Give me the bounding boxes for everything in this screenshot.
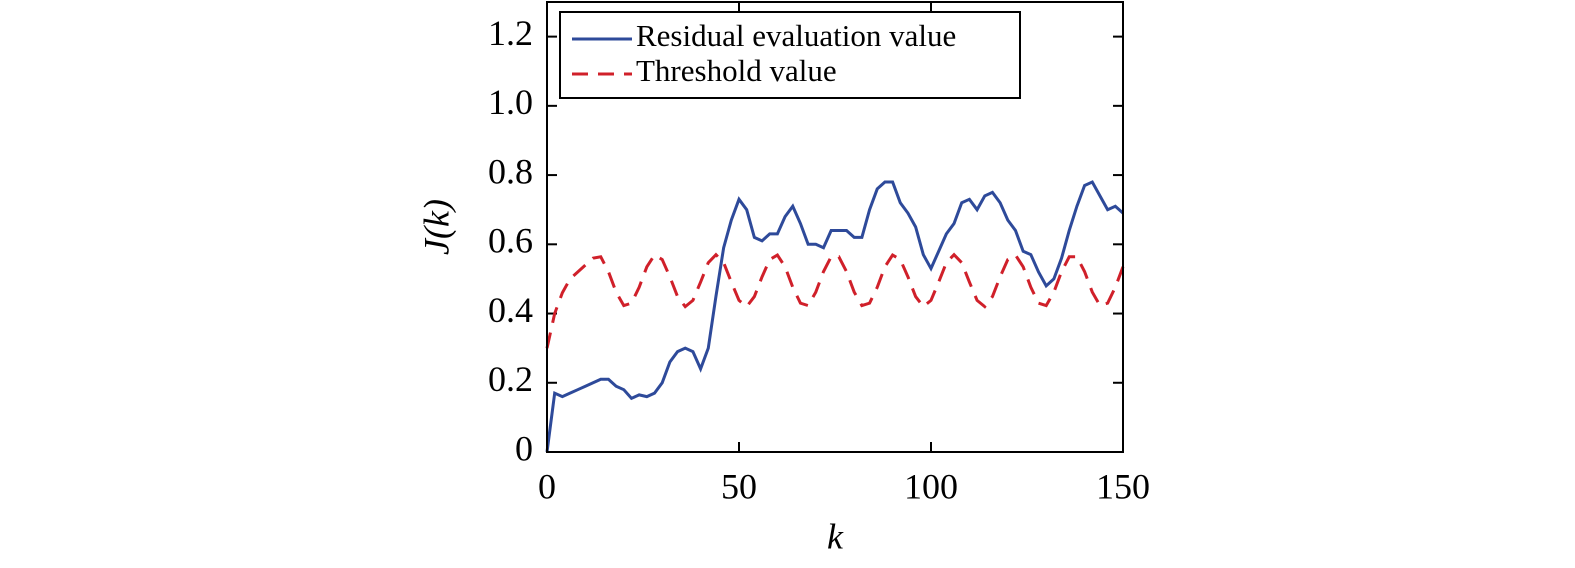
y-tick-label: 1.2 — [488, 13, 533, 53]
y-tick-label: 0.2 — [488, 359, 533, 399]
x-tick-label: 100 — [904, 466, 958, 506]
y-tick-label: 1.0 — [488, 82, 533, 122]
y-tick-label: 0.6 — [488, 221, 533, 261]
x-tick-label: 150 — [1096, 466, 1150, 506]
x-tick-label: 0 — [538, 466, 556, 506]
data-line — [545, 180, 1125, 453]
y-tick-label: 0.8 — [488, 151, 533, 191]
y-tick-label: 0.4 — [488, 290, 533, 330]
legend-label: Threshold value — [636, 53, 837, 88]
legend-label: Residual evaluation value — [636, 18, 956, 53]
plot-frame — [546, 1, 1124, 453]
y-tick-label: 0 — [515, 428, 533, 468]
y-axis-label: J(k) — [416, 199, 456, 255]
legend-box — [559, 11, 1021, 99]
x-tick-label: 50 — [721, 466, 757, 506]
x-axis-label: k — [827, 516, 844, 556]
